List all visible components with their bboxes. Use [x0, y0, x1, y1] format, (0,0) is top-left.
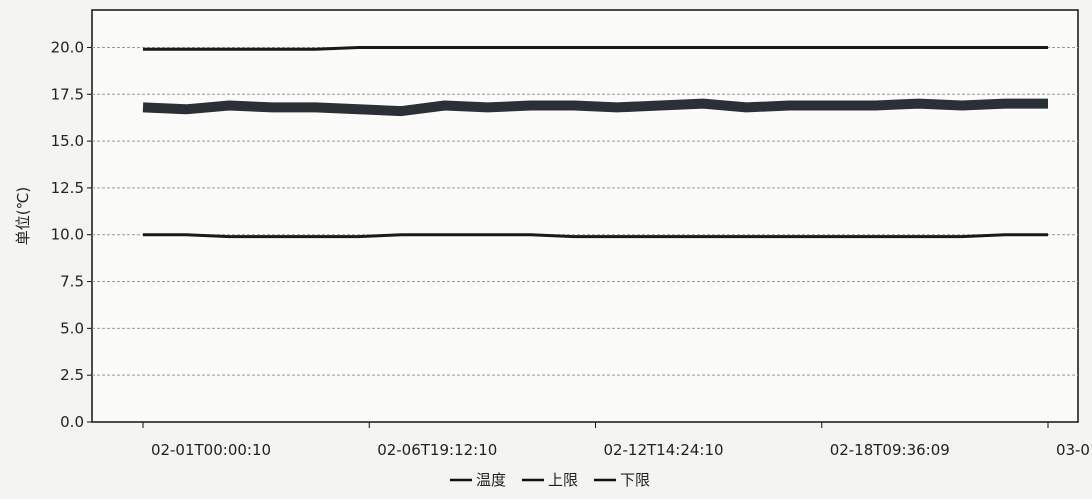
y-tick-label: 17.5 — [51, 85, 84, 103]
legend-label-上限: 上限 — [548, 471, 578, 489]
y-tick-label: 5.0 — [60, 319, 84, 337]
x-tick-label: 02-12T14:24:10 — [603, 441, 723, 459]
x-axis-ticks: 02-01T00:00:10 02-06T19:12:10 02-12T14:24:… — [142, 422, 1092, 459]
series-layer — [142, 46, 1048, 239]
y-axis-ticks: 0.0 2.5 5.0 7.5 10.0 12.5 15.0 17.5 20.0 — [51, 38, 92, 431]
x-tick-label: 02-01T00:00:10 — [151, 441, 271, 459]
series-line-下限 — [143, 233, 1048, 239]
y-tick-label: 15.0 — [51, 132, 84, 150]
y-axis-title: 单位(℃) — [14, 187, 32, 246]
legend-label-下限: 下限 — [620, 471, 650, 489]
y-tick-label: 7.5 — [60, 273, 84, 291]
legend-label-温度: 温度 — [476, 471, 506, 489]
series-line-上限 — [143, 46, 1048, 51]
series-line-温度 — [142, 98, 1048, 117]
x-tick-label: 03-01T23:58:10 — [1056, 441, 1092, 459]
y-tick-label: 0.0 — [60, 413, 84, 431]
y-tick-label: 12.5 — [51, 179, 84, 197]
y-tick-label: 20.0 — [51, 38, 84, 56]
x-tick-label: 02-18T09:36:09 — [830, 441, 950, 459]
grid-lines — [92, 46, 1078, 376]
legend: 温度 上限 下限 — [450, 471, 650, 489]
x-tick-label: 02-06T19:12:10 — [377, 441, 497, 459]
y-tick-label: 2.5 — [60, 366, 84, 384]
plot-area — [91, 9, 1079, 423]
y-tick-label: 10.0 — [51, 226, 84, 244]
